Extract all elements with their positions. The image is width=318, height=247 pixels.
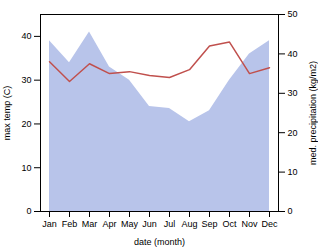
svg-text:Dec: Dec <box>261 219 278 229</box>
svg-text:40: 40 <box>288 49 298 59</box>
svg-text:med. precipitation (kg/m2): med. precipitation (kg/m2) <box>308 61 318 165</box>
svg-text:30: 30 <box>288 88 298 98</box>
svg-text:Jun: Jun <box>142 219 157 229</box>
svg-text:Oct: Oct <box>222 219 237 229</box>
svg-text:50: 50 <box>288 9 298 19</box>
svg-text:Feb: Feb <box>62 219 78 229</box>
svg-text:date (month): date (month) <box>134 237 185 247</box>
svg-text:Sep: Sep <box>201 219 217 229</box>
svg-text:Aug: Aug <box>181 219 197 229</box>
svg-text:40: 40 <box>21 31 31 41</box>
svg-text:20: 20 <box>21 119 31 129</box>
svg-text:Jan: Jan <box>42 219 57 229</box>
svg-text:30: 30 <box>21 75 31 85</box>
svg-text:10: 10 <box>288 167 298 177</box>
svg-text:Jul: Jul <box>164 219 176 229</box>
svg-text:Apr: Apr <box>102 219 116 229</box>
svg-text:0: 0 <box>26 206 31 216</box>
svg-text:0: 0 <box>288 206 293 216</box>
svg-text:max temp (C): max temp (C) <box>2 86 12 141</box>
svg-text:Mar: Mar <box>82 219 98 229</box>
svg-text:20: 20 <box>288 128 298 138</box>
svg-text:10: 10 <box>21 163 31 173</box>
svg-text:May: May <box>121 219 139 229</box>
svg-text:Nov: Nov <box>241 219 258 229</box>
